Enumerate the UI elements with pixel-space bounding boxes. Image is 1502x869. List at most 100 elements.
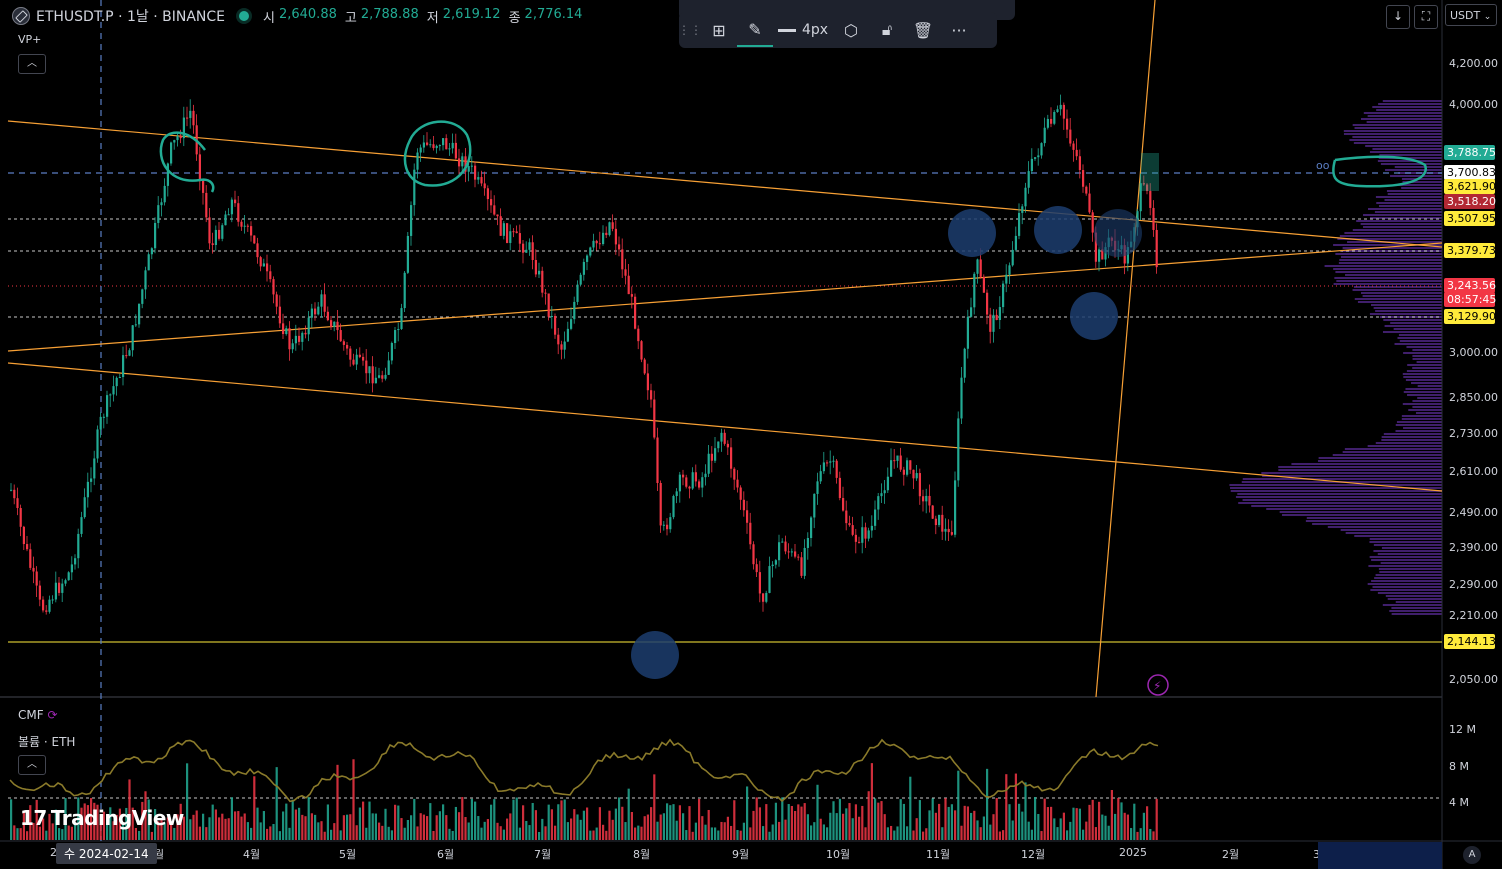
cmf-pane-label[interactable]: CMF ⟳	[18, 708, 58, 722]
volume-bar	[995, 798, 998, 840]
templates-icon[interactable]: ⊞	[712, 20, 726, 40]
alert-icon	[1147, 674, 1169, 696]
tradingview-logo[interactable]: 17 TradingView	[20, 806, 184, 830]
volume-profile-bar	[1369, 217, 1442, 219]
candle-body	[1078, 156, 1081, 171]
volume-profile-bar	[1349, 139, 1442, 141]
volume-profile-bar	[1343, 130, 1442, 132]
candle-body	[640, 341, 643, 360]
candle-body	[643, 359, 646, 374]
volume-profile-bar	[1417, 385, 1442, 387]
drag-handle-icon[interactable]: ⋮⋮	[678, 23, 702, 37]
volume-profile-bar	[1386, 190, 1442, 192]
volume-bar	[323, 831, 326, 840]
candle-body	[288, 328, 291, 350]
volume-bar	[944, 798, 947, 840]
volume-profile-bar	[1368, 565, 1442, 567]
candle-body	[438, 145, 441, 147]
volume-bar	[682, 813, 685, 840]
collapse-volume-button[interactable]: ︿	[18, 755, 46, 775]
volume-bar	[45, 830, 48, 840]
candle-body	[749, 522, 752, 545]
settings-hexagon-icon[interactable]: ⬡	[844, 20, 858, 40]
auto-scale-button[interactable]: A	[1463, 846, 1481, 864]
line-width-selector[interactable]: 4px	[773, 22, 833, 38]
volume-profile-bar	[1278, 469, 1442, 471]
more-icon[interactable]: ···	[951, 20, 967, 40]
volume-profile-bar	[1402, 181, 1442, 183]
candle-body	[848, 523, 851, 526]
volume-bar	[714, 827, 717, 840]
candle-body	[944, 528, 947, 532]
volume-bar	[624, 822, 627, 840]
volume-bar	[320, 821, 323, 840]
candle-body	[198, 154, 201, 181]
candle-body	[842, 498, 845, 511]
symbol-header[interactable]: ETHUSDT.P · 1날 · BINANCE 시 2,640.88 고 2,78…	[12, 6, 586, 26]
candle-body	[122, 355, 125, 377]
volume-profile-bar	[1242, 478, 1442, 480]
volume-bar	[1014, 773, 1017, 840]
lock-icon[interactable]: 🔓︎	[881, 20, 893, 39]
candle-body	[941, 514, 944, 532]
trash-icon[interactable]: 🗑︎	[912, 20, 934, 40]
volume-profile-bar	[1363, 112, 1442, 114]
candle-body	[74, 558, 77, 565]
volume-profile-bar	[1379, 571, 1442, 573]
candle-body	[176, 136, 179, 141]
volume-bar	[694, 822, 697, 840]
fullscreen-icon[interactable]: ⛶	[1414, 5, 1438, 29]
price-axis-label: 2,490.00	[1449, 506, 1498, 519]
volume-bar	[266, 828, 269, 840]
volume-profile-bar	[1393, 328, 1442, 330]
volume-bar	[614, 808, 617, 840]
candle-body	[1062, 104, 1065, 119]
volume-profile-bar	[1327, 526, 1442, 528]
volume-bar	[688, 806, 691, 840]
price-axis-label: 2,210.00	[1449, 609, 1498, 622]
candle-body	[83, 497, 86, 518]
download-icon[interactable]: ↓	[1386, 5, 1410, 29]
candle-body	[163, 185, 166, 203]
volume-bar	[371, 813, 374, 840]
volume-bar	[1114, 813, 1117, 840]
volume-profile-bar	[1375, 196, 1442, 198]
candle-body	[986, 292, 989, 315]
volume-bar	[144, 791, 147, 840]
candle-body	[810, 517, 813, 538]
volume-profile-bar	[1345, 532, 1442, 534]
volume-profile-bar	[1278, 466, 1442, 468]
volume-profile-bar	[1397, 337, 1442, 339]
refresh-icon[interactable]: ⟳	[47, 708, 58, 722]
volume-bar	[678, 805, 681, 840]
volume-profile-bar	[1338, 262, 1442, 264]
volume-profile-bar	[1367, 583, 1442, 585]
volume-profile-bar	[1377, 160, 1442, 162]
volume-bar	[42, 818, 45, 840]
volume-bar	[742, 822, 745, 840]
pencil-icon[interactable]: ✎	[737, 13, 773, 47]
volume-profile-bar	[1396, 184, 1442, 186]
eye-marker: oo	[1316, 159, 1330, 172]
volume-bar	[640, 826, 643, 840]
volume-bar	[58, 828, 61, 840]
volume-label[interactable]: 볼륨 · ETH	[18, 735, 76, 749]
collapse-indicators-button[interactable]: ︿	[18, 54, 46, 74]
candle-body	[154, 222, 157, 249]
vp-indicator-label[interactable]: VP+	[18, 33, 42, 46]
volume-bar	[557, 804, 560, 840]
volume-bar	[970, 812, 973, 840]
candle-body	[413, 169, 416, 206]
currency-selector[interactable]: USDT ⌄	[1445, 4, 1497, 26]
volume-profile-bar	[1403, 391, 1442, 393]
volume-bar	[147, 799, 150, 840]
volume-profile-bar	[1382, 604, 1442, 606]
high-label: 고	[344, 10, 357, 26]
symbol-title[interactable]: ETHUSDT.P · 1날 · BINANCE	[36, 9, 225, 25]
volume-bar	[717, 830, 720, 840]
volume-bar	[109, 807, 112, 840]
volume-bar	[99, 824, 102, 840]
candle-body	[1021, 206, 1024, 213]
candle-body	[797, 556, 800, 558]
